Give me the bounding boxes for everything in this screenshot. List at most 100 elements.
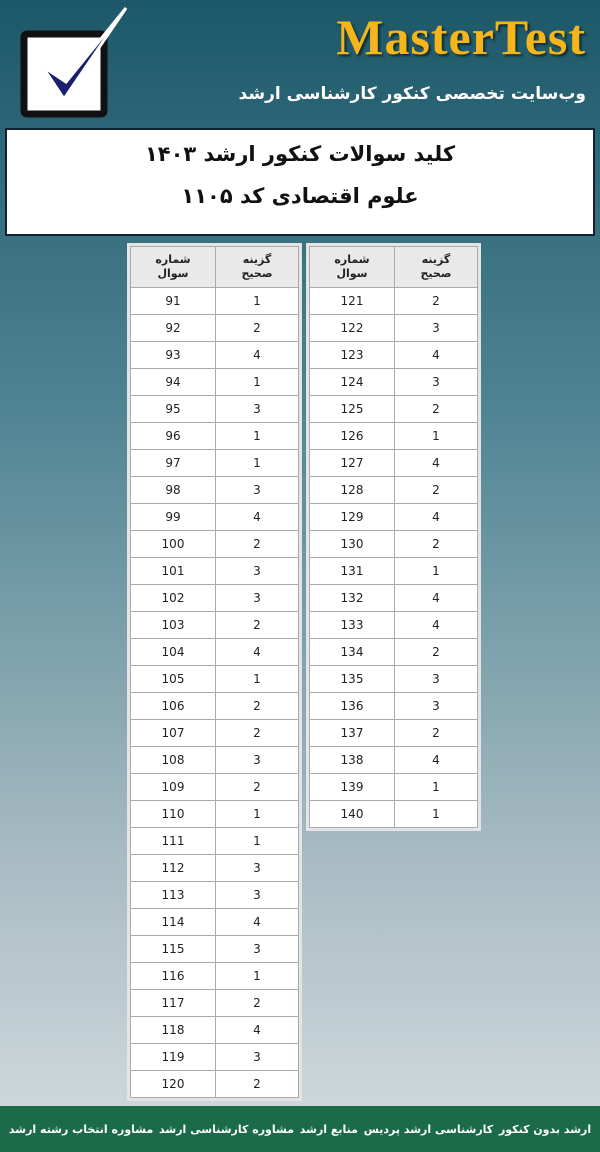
row: 136 3 bbox=[309, 692, 478, 720]
answer: 2 bbox=[215, 1070, 299, 1098]
answer: 1 bbox=[215, 665, 299, 693]
answer: 1 bbox=[394, 557, 478, 585]
question-number: 95 bbox=[130, 395, 216, 423]
question-number: 106 bbox=[130, 692, 216, 720]
row: 124 3 bbox=[309, 368, 478, 396]
question-number: 130 bbox=[309, 530, 395, 558]
row: 106 2 bbox=[130, 692, 299, 720]
answer: 3 bbox=[215, 476, 299, 504]
footer-link[interactable]: مشاوره انتخاب رشته ارشد bbox=[8, 1122, 154, 1136]
answer: 3 bbox=[215, 746, 299, 774]
answer: 4 bbox=[215, 341, 299, 369]
question-number: 103 bbox=[130, 611, 216, 639]
answer: 2 bbox=[215, 314, 299, 342]
row: 126 1 bbox=[309, 422, 478, 450]
row: 123 4 bbox=[309, 341, 478, 369]
question-number: 97 bbox=[130, 449, 216, 477]
question-number: 96 bbox=[130, 422, 216, 450]
row: 99 4 bbox=[130, 503, 299, 531]
row: 130 2 bbox=[309, 530, 478, 558]
row: 102 3 bbox=[130, 584, 299, 612]
question-number: 135 bbox=[309, 665, 395, 693]
question-number: 110 bbox=[130, 800, 216, 828]
row: 92 2 bbox=[130, 314, 299, 342]
answer: 4 bbox=[394, 449, 478, 477]
answer: 3 bbox=[215, 557, 299, 585]
header-text: شماره سوال bbox=[334, 253, 370, 280]
question-number: 101 bbox=[130, 557, 216, 585]
question-number: 94 bbox=[130, 368, 216, 396]
answer: 2 bbox=[394, 395, 478, 423]
row: 109 2 bbox=[130, 773, 299, 801]
row: 105 1 bbox=[130, 665, 299, 693]
answer: 3 bbox=[394, 368, 478, 396]
footer-link[interactable]: کارشناسی ارشد پردیس bbox=[363, 1122, 494, 1136]
row: 108 3 bbox=[130, 746, 299, 774]
question-number: 107 bbox=[130, 719, 216, 747]
footer-link[interactable]: مشاوره کارشناسی ارشد bbox=[159, 1122, 295, 1136]
question-number: 100 bbox=[130, 530, 216, 558]
question-number: 124 bbox=[309, 368, 395, 396]
answer: 4 bbox=[394, 503, 478, 531]
question-number: 128 bbox=[309, 476, 395, 504]
question-number: 129 bbox=[309, 503, 395, 531]
answer: 2 bbox=[215, 611, 299, 639]
column-header: شماره سوال bbox=[130, 246, 216, 288]
answer: 4 bbox=[394, 611, 478, 639]
question-number: 137 bbox=[309, 719, 395, 747]
question-number: 140 bbox=[309, 800, 395, 828]
footer-link[interactable]: منابع ارشد bbox=[299, 1122, 358, 1136]
row: 93 4 bbox=[130, 341, 299, 369]
answer: 4 bbox=[215, 908, 299, 936]
question-number: 125 bbox=[309, 395, 395, 423]
question-number: 122 bbox=[309, 314, 395, 342]
answer: 3 bbox=[215, 395, 299, 423]
row: 103 2 bbox=[130, 611, 299, 639]
answer: 1 bbox=[215, 962, 299, 990]
footer: ارشد بدون کنکور کارشناسی ارشد پردیس منابع … bbox=[0, 1106, 600, 1152]
column-header: گزینه صحیح bbox=[215, 246, 299, 288]
answer: 3 bbox=[394, 692, 478, 720]
row: 91 1 bbox=[130, 287, 299, 315]
answer: 4 bbox=[215, 503, 299, 531]
header-row: شماره سوال گزینه صحیح bbox=[130, 246, 299, 288]
question-number: 99 bbox=[130, 503, 216, 531]
question-number: 120 bbox=[130, 1070, 216, 1098]
row: 94 1 bbox=[130, 368, 299, 396]
question-number: 93 bbox=[130, 341, 216, 369]
row: 133 4 bbox=[309, 611, 478, 639]
answer: 2 bbox=[394, 476, 478, 504]
row: 139 1 bbox=[309, 773, 478, 801]
question-number: 115 bbox=[130, 935, 216, 963]
answer: 2 bbox=[215, 692, 299, 720]
answer-table: شماره سوال گزینه صحیح 91 1 92 2 93 4 94 1 95 3 96 1 97… bbox=[130, 246, 299, 1098]
question-number: 127 bbox=[309, 449, 395, 477]
question-number: 114 bbox=[130, 908, 216, 936]
answer: 3 bbox=[394, 314, 478, 342]
answer: 2 bbox=[394, 530, 478, 558]
answer: 1 bbox=[215, 800, 299, 828]
row: 104 4 bbox=[130, 638, 299, 666]
row: 138 4 bbox=[309, 746, 478, 774]
answer: 1 bbox=[215, 368, 299, 396]
answer: 2 bbox=[215, 530, 299, 558]
answer: 1 bbox=[394, 800, 478, 828]
row: 115 3 bbox=[130, 935, 299, 963]
question-number: 134 bbox=[309, 638, 395, 666]
row: 118 4 bbox=[130, 1016, 299, 1044]
answer: 3 bbox=[215, 584, 299, 612]
question-number: 108 bbox=[130, 746, 216, 774]
brand: MasterTest bbox=[336, 9, 586, 65]
answer: 2 bbox=[394, 719, 478, 747]
row: 121 2 bbox=[309, 287, 478, 315]
row: 119 3 bbox=[130, 1043, 299, 1071]
answer-table: شماره سوال گزینه صحیح 121 2 122 3 123 4 124 3 125 2… bbox=[309, 246, 478, 828]
tagline: وب‌سایت تخصصی کنکور کارشناسی ارشد bbox=[238, 84, 586, 104]
footer-link[interactable]: ارشد بدون کنکور bbox=[498, 1122, 592, 1136]
question-number: 133 bbox=[309, 611, 395, 639]
table-wrap: شماره سوال گزینه صحیح 91 1 92 2 93 4 94 1 95 3 96 1 97… bbox=[127, 243, 302, 1101]
question-number: 91 bbox=[130, 287, 216, 315]
question-number: 138 bbox=[309, 746, 395, 774]
row: 101 3 bbox=[130, 557, 299, 585]
